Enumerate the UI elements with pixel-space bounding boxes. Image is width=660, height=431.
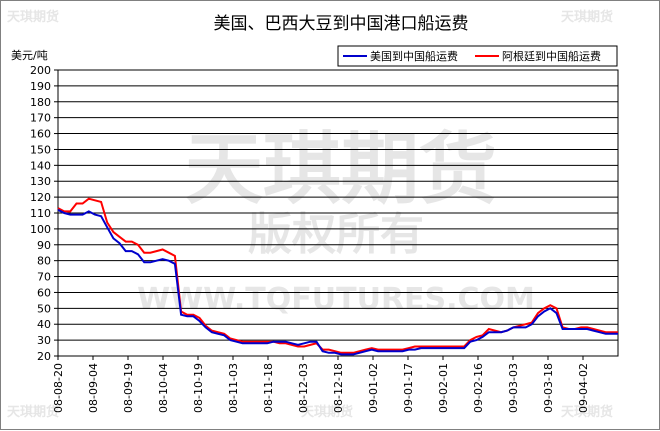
x-tick-label: 09-03-03 [507, 363, 520, 413]
y-tick-label: 30 [37, 334, 51, 347]
y-tick-label: 20 [37, 350, 51, 363]
watermark-small: 天琪期货 [561, 9, 613, 25]
x-tick-label: 09-02-16 [472, 363, 485, 413]
series-lines [57, 197, 618, 356]
series-line-us [57, 208, 618, 356]
y-tick-label: 200 [30, 64, 51, 77]
x-tick-label: 08-09-19 [122, 363, 135, 413]
x-tick-label: 08-10-19 [192, 363, 205, 413]
y-tick-label: 50 [37, 302, 51, 315]
x-axis: 08-08-20 08-09-04 08-09-19 08-10-04 08-10-19… [52, 356, 590, 413]
x-tick-label: 08-11-18 [262, 363, 275, 413]
x-tick-label: 09-01-17 [402, 363, 415, 413]
y-tick-label: 160 [30, 128, 51, 141]
watermark-small: 天琪期货 [7, 404, 59, 420]
x-tick-label: 09-02-01 [437, 363, 450, 413]
watermark-small: 天琪期货 [7, 9, 59, 25]
y-tick-label: 70 [37, 271, 51, 284]
x-tick-label: 08-09-04 [87, 363, 100, 413]
watermark-small: 天琪期货 [301, 404, 353, 420]
x-tick-label: 09-01-02 [367, 363, 380, 413]
y-tick-label: 140 [30, 159, 51, 172]
y-tick-label: 120 [30, 191, 51, 204]
y-tick-label: 90 [37, 239, 51, 252]
x-tick-label: 09-04-02 [577, 363, 590, 413]
y-tick-label: 180 [30, 96, 51, 109]
watermark-sub: 版权所有 [248, 209, 424, 260]
y-tick-label: 60 [37, 286, 51, 299]
legend: 美国到中国船运费 阿根廷到中国船运费 [337, 45, 618, 67]
y-tick-label: 190 [30, 80, 51, 93]
x-tick-label: 08-10-04 [157, 363, 170, 413]
y-tick-label: 40 [37, 318, 51, 331]
x-tick-label: 08-12-18 [332, 363, 345, 413]
chart-title: 美国、巴西大豆到中国港口船运费 [214, 14, 469, 34]
y-tick-label: 170 [30, 112, 51, 125]
y-tick-label: 100 [30, 223, 51, 236]
y-tick-label: 110 [30, 207, 51, 220]
x-tick-label: 08-12-03 [297, 363, 310, 413]
y-axis: 20 30 40 50 60 70 80 90 100 110 120 130 140 150 160 170… [30, 64, 58, 363]
legend-label-argentina: 阿根廷到中国船运费 [502, 49, 601, 63]
x-tick-label: 08-08-20 [52, 363, 65, 413]
legend-label-us: 美国到中国船运费 [370, 49, 458, 63]
y-tick-label: 80 [37, 255, 51, 268]
y-tick-label: 150 [30, 143, 51, 156]
x-tick-label: 09-03-18 [542, 363, 555, 413]
y-tick-label: 130 [30, 175, 51, 188]
watermark-main: 天琪期货 [185, 125, 497, 215]
watermark-url: WWW.TQFUTURES.COM [137, 282, 535, 317]
series-line-argentina [57, 197, 618, 354]
watermark-small: 天琪期货 [561, 404, 613, 420]
x-tick-label: 08-11-03 [227, 363, 240, 413]
y-axis-unit-label: 美元/吨 [11, 49, 48, 62]
